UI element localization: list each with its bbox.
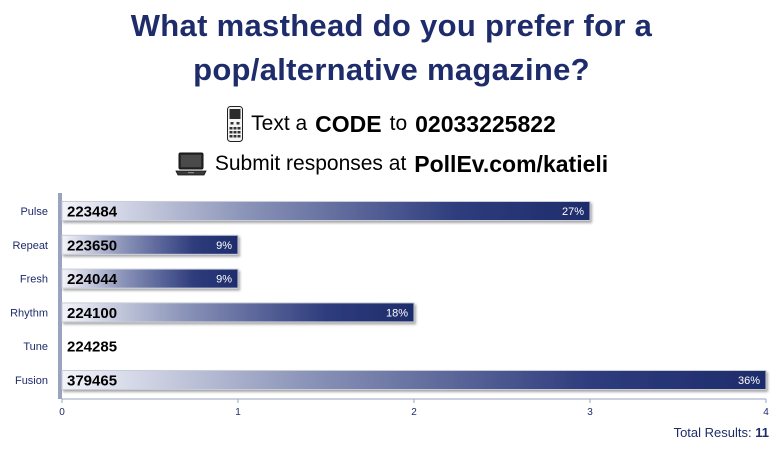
code-label: CODE xyxy=(315,110,382,137)
laptop-icon xyxy=(175,152,207,176)
phone-number: 02033225822 xyxy=(415,110,556,137)
x-tick-label: 2 xyxy=(411,407,417,418)
total-results-value: 11 xyxy=(755,425,769,440)
poll-title-line2: pop/alternative magazine? xyxy=(193,52,590,87)
phone-icon xyxy=(227,106,244,142)
response-code-label: 223484 xyxy=(67,204,118,221)
results-chart-svg: Pulse 27% 223484 Repeat 9% 223650 Fresh 9% 22404… xyxy=(10,193,769,418)
bar-percent-label: 36% xyxy=(738,375,760,387)
to-label: to xyxy=(389,112,408,135)
poll-title-line1: What masthead do you prefer for a xyxy=(130,8,653,43)
category-label: Tune xyxy=(23,341,48,353)
bar-percent-label: 9% xyxy=(216,274,232,286)
bar-repeat xyxy=(61,234,239,255)
poll-title: What masthead do you prefer for a pop/al… xyxy=(0,4,783,92)
text-prefix: Text a xyxy=(251,112,308,135)
bar-fusion xyxy=(61,370,767,390)
total-results-label: Total Results: xyxy=(673,425,752,440)
x-tick-label: 4 xyxy=(763,407,769,418)
total-results: Total Results: 11 xyxy=(674,425,769,440)
response-code-label: 224100 xyxy=(67,305,117,322)
y-axis-line xyxy=(58,193,62,399)
submit-text: Submit responses at xyxy=(214,152,407,175)
results-chart: Pulse 27% 223484 Repeat 9% 223650 Fresh 9% 22404… xyxy=(0,190,783,450)
x-tick-label: 0 xyxy=(59,407,65,418)
response-code-label: 223650 xyxy=(67,237,117,254)
category-label: Fresh xyxy=(20,274,48,286)
bar-percent-label: 9% xyxy=(216,240,232,252)
bar-rhythm xyxy=(61,302,415,323)
x-tick-label: 1 xyxy=(235,407,241,418)
category-label: Pulse xyxy=(20,206,48,218)
category-label: Rhythm xyxy=(10,307,48,319)
category-label: Fusion xyxy=(15,375,48,387)
text-instruction: Text a CODE to 02033225822 xyxy=(0,104,783,144)
web-instruction: Submit responses at PollEv.com/katieli xyxy=(0,146,783,182)
response-code-label: 379465 xyxy=(67,373,117,390)
x-tick-label: 3 xyxy=(587,407,593,418)
bar-percent-label: 18% xyxy=(386,307,408,319)
bar-pulse xyxy=(61,201,591,221)
response-code-label: 224285 xyxy=(67,339,117,356)
category-label: Repeat xyxy=(13,240,48,252)
response-code-label: 224044 xyxy=(67,271,118,288)
bar-fresh xyxy=(61,268,239,289)
bar-percent-label: 27% xyxy=(562,206,584,218)
poll-url[interactable]: PollEv.com/katieli xyxy=(414,150,609,177)
